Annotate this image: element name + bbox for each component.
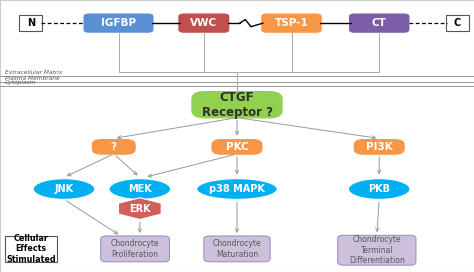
Text: Chondrocyte
Proliferation: Chondrocyte Proliferation [111, 239, 159, 259]
Text: TSP-1: TSP-1 [274, 18, 309, 28]
Text: PI3K: PI3K [366, 142, 392, 152]
FancyBboxPatch shape [5, 236, 57, 262]
Text: JNK: JNK [55, 184, 73, 194]
Text: PKC: PKC [226, 142, 248, 152]
Text: N: N [27, 18, 35, 28]
FancyBboxPatch shape [348, 13, 410, 33]
FancyBboxPatch shape [353, 138, 405, 155]
Text: CTGF
Receptor ?: CTGF Receptor ? [201, 91, 273, 119]
Text: Chondrocyte
Terminal
Differentiation: Chondrocyte Terminal Differentiation [349, 235, 405, 265]
FancyBboxPatch shape [83, 13, 154, 33]
FancyBboxPatch shape [178, 13, 230, 33]
FancyBboxPatch shape [19, 15, 42, 31]
Text: VWC: VWC [190, 18, 218, 28]
Text: ?: ? [111, 142, 117, 152]
Text: MEK: MEK [128, 184, 152, 194]
Text: Chondrocyte
Maturation: Chondrocyte Maturation [213, 239, 261, 259]
Ellipse shape [348, 179, 410, 199]
Text: CT: CT [372, 18, 387, 28]
Text: Cytoplasm: Cytoplasm [5, 81, 36, 85]
FancyBboxPatch shape [191, 90, 283, 119]
Ellipse shape [109, 179, 171, 199]
FancyBboxPatch shape [91, 138, 136, 155]
Text: C: C [454, 18, 461, 28]
FancyBboxPatch shape [337, 235, 416, 265]
FancyBboxPatch shape [211, 138, 263, 155]
FancyBboxPatch shape [446, 15, 469, 31]
Ellipse shape [33, 179, 95, 199]
Text: IGFBP: IGFBP [101, 18, 136, 28]
Text: p38 MAPK: p38 MAPK [209, 184, 265, 194]
Text: PKB: PKB [368, 184, 390, 194]
Polygon shape [118, 198, 161, 220]
FancyBboxPatch shape [204, 236, 270, 262]
Text: ERK: ERK [129, 204, 151, 214]
Text: Cellular
Effects
Stimulated: Cellular Effects Stimulated [6, 234, 55, 264]
Text: Extracellular Matrix: Extracellular Matrix [5, 70, 62, 75]
FancyBboxPatch shape [100, 236, 169, 262]
Text: Plasma Membrane: Plasma Membrane [5, 76, 59, 81]
Ellipse shape [197, 179, 277, 199]
FancyBboxPatch shape [261, 13, 322, 33]
